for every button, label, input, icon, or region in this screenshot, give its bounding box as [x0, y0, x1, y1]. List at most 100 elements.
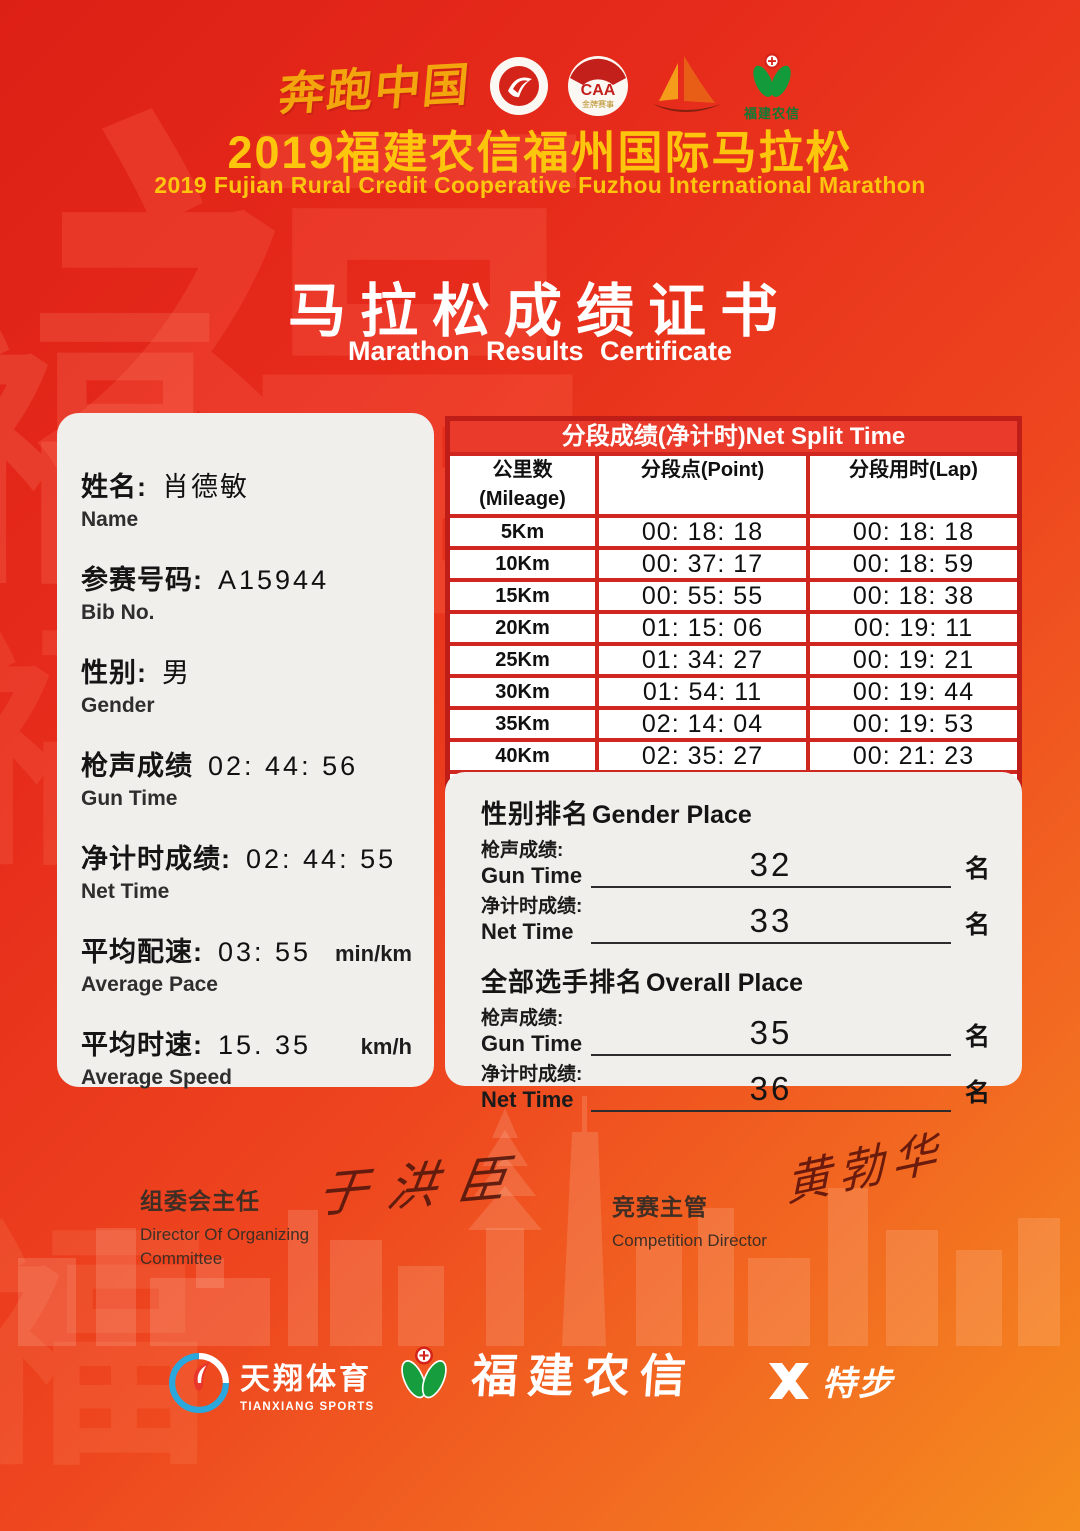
sailboat-logo-icon [653, 56, 721, 112]
competition-director-block: 竞赛主管 Competition Director [612, 1188, 767, 1253]
field-label-en: Average Speed [81, 1066, 232, 1089]
rank-suffix: 名 [964, 1079, 990, 1108]
gender-place-heading: 性别排名 Gender Place [481, 794, 990, 831]
point-cell: 00: 18: 18 [599, 518, 806, 546]
organizing-director-block: 组委会主任 Director Of Organizing Committee [140, 1182, 309, 1271]
running-china-calligraphy: 奔跑中国 [276, 56, 473, 122]
rank-underline: 33 [591, 898, 951, 945]
lap-cell: 00: 19: 44 [810, 678, 1017, 706]
tianxiang-name-en: TIANXIANG SPORTS [240, 1400, 375, 1413]
event-title-chinese: 2019福建农信福州国际马拉松 [227, 127, 853, 178]
table-row: 15Km 00: 55: 55 00: 18: 38 [450, 582, 1017, 610]
km-cell: 15Km [450, 582, 595, 610]
tianxiang-name-cn: 天翔体育 [240, 1362, 372, 1396]
pace-unit: min/km [334, 941, 412, 966]
km-cell: 10Km [450, 550, 595, 578]
field-bib: 参赛号码: A15944 Bib No. [81, 558, 414, 625]
field-gun-time: 枪声成绩 02: 44: 56 Gun Time [81, 744, 414, 811]
km-cell: 40Km [450, 742, 595, 770]
field-label-cn: 姓名: [81, 472, 147, 502]
city-skyline-silhouette [18, 1096, 1060, 1346]
field-label-cn: 净计时成绩: [81, 844, 231, 874]
lap-cell: 00: 18: 59 [810, 550, 1017, 578]
svg-text:金牌赛事: 金牌赛事 [582, 99, 614, 109]
km-cell: 35Km [450, 710, 595, 738]
field-label-en: Name [81, 508, 139, 531]
table-row: 20Km 01: 15: 06 00: 19: 11 [450, 614, 1017, 642]
table-row: 30Km 01: 54: 11 00: 19: 44 [450, 678, 1017, 706]
fujian-rural-credit-footer-logo: 福建农信 [390, 1340, 698, 1406]
km-cell: 30Km [450, 678, 595, 706]
field-average-pace: 平均配速: 03: 55 min/km Average Pace [81, 930, 414, 997]
lap-cell: 00: 21: 23 [810, 742, 1017, 770]
split-table-header-row: 公里数(Mileage) 分段点(Point) 分段用时(Lap) [450, 456, 1017, 514]
xtep-x-icon [769, 1362, 809, 1399]
field-label-en: Average Pace [81, 973, 218, 996]
speed-unit: km/h [360, 1034, 412, 1059]
point-cell: 02: 14: 04 [599, 710, 806, 738]
rank-suffix: 名 [964, 1023, 990, 1052]
tianxiang-bird-icon [169, 1353, 229, 1413]
fujian-rural-credit-name: 福建农信 [469, 1349, 698, 1403]
rank-value: 35 [749, 1014, 793, 1052]
field-label-cn: 性别: [81, 658, 147, 688]
split-table-title: 分段成绩(净计时)Net Split Time [450, 421, 1017, 452]
organizing-director-role-cn: 组委会主任 [140, 1188, 260, 1214]
rank-suffix: 名 [964, 855, 990, 884]
point-cell: 01: 15: 06 [599, 614, 806, 642]
fujian-rural-credit-hands-icon [401, 1346, 447, 1399]
rank-label-en: Net Time [481, 918, 574, 944]
net-time-value: 02: 44: 55 [246, 844, 397, 874]
overall-place-heading-cn: 全部选手排名 [481, 967, 644, 998]
overall-gun-time-rank: 枪声成绩: Gun Time 35 名 [481, 1007, 990, 1057]
rank-label-cn: 净计时成绩: [481, 896, 583, 918]
table-row: 5Km 00: 18: 18 00: 18: 18 [450, 518, 1017, 546]
fujian-rural-credit-logo-icon [753, 53, 791, 97]
rank-underline: 35 [591, 1010, 951, 1057]
table-row: 10Km 00: 37: 17 00: 18: 59 [450, 550, 1017, 578]
rank-label-en: Gun Time [481, 862, 583, 888]
gender-net-time-rank: 净计时成绩: Net Time 33 名 [481, 895, 990, 945]
rank-suffix: 名 [964, 911, 990, 940]
gender-gun-time-rank: 枪声成绩: Gun Time 32 名 [481, 839, 990, 889]
fujian-rural-credit-badge: 福建农信 [743, 50, 801, 122]
km-cell: 25Km [450, 646, 595, 674]
field-name: 姓名: 肖德敏 Name [81, 465, 414, 532]
rank-underline: 32 [591, 842, 951, 889]
certificate-title-chinese: 马拉松成绩证书 [287, 279, 792, 344]
gender-place-heading-en: Gender Place [592, 801, 752, 829]
column-header-point: 分段点(Point) [599, 456, 806, 514]
lap-cell: 00: 19: 53 [810, 710, 1017, 738]
competition-director-role-en: Competition Director [612, 1231, 767, 1250]
event-title-english: 2019 Fujian Rural Credit Cooperative Fuz… [154, 172, 926, 198]
overall-net-time-rank: 净计时成绩: Net Time 36 名 [481, 1063, 990, 1113]
gender-place-heading-cn: 性别排名 [481, 799, 590, 829]
rank-value: 36 [749, 1070, 793, 1108]
gender-value: 男 [162, 658, 191, 689]
overall-place-heading: 全部选手排名 Overall Place [481, 962, 990, 999]
rank-label-en: Gun Time [481, 1030, 583, 1056]
rank-label-cn: 净计时成绩: [481, 1064, 583, 1086]
field-label-cn: 平均时速: [81, 1030, 203, 1060]
athlete-name-value: 肖德敏 [162, 472, 249, 503]
bib-number-value: A15944 [218, 565, 330, 595]
xtep-logo: 特步 [762, 1356, 894, 1405]
header-logo-row: 奔跑中国 CAA 金牌赛事 福建农信 [0, 44, 1080, 128]
field-label-en: Net Time [81, 880, 170, 903]
field-label-en: Gun Time [81, 787, 178, 810]
point-cell: 00: 37: 17 [599, 550, 806, 578]
fujian-rural-credit-badge-label: 福建农信 [743, 106, 800, 121]
point-cell: 01: 54: 11 [599, 678, 806, 706]
field-average-speed: 平均时速: 15. 35 km/h Average Speed [81, 1023, 414, 1090]
organizing-director-role-en: Director Of Organizing [140, 1225, 310, 1244]
china-athletics-association-badge-icon [490, 57, 548, 115]
rank-label-cn: 枪声成绩: [481, 1008, 564, 1030]
field-label-cn: 平均配速: [81, 937, 203, 967]
rank-value: 33 [749, 902, 793, 940]
column-header-lap: 分段用时(Lap) [810, 456, 1017, 514]
table-row: 25Km 01: 34: 27 00: 19: 21 [450, 646, 1017, 674]
organizing-director-role-en: Committee [140, 1248, 223, 1268]
net-split-time-table: 分段成绩(净计时)Net Split Time 公里数(Mileage) 分段点… [445, 416, 1022, 807]
table-row: 35Km 02: 14: 04 00: 19: 53 [450, 710, 1017, 738]
